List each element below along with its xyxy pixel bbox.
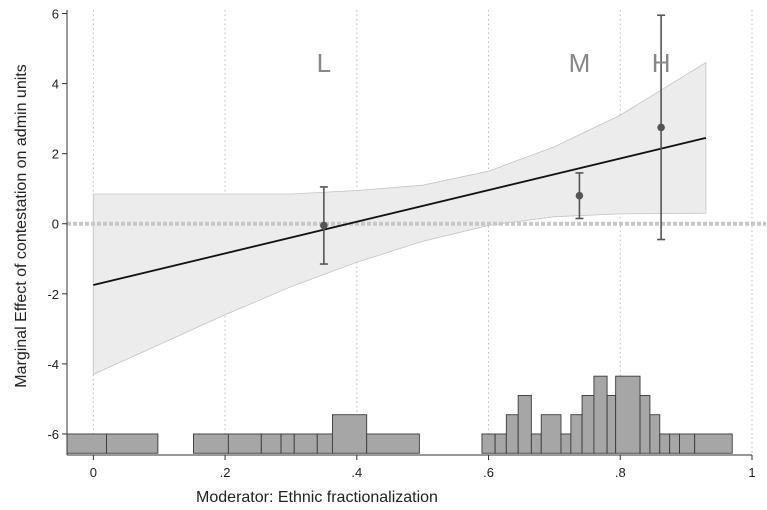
histogram-bar [366, 433, 420, 454]
histogram-bar [280, 433, 295, 454]
y-tick-label: -4 [47, 357, 59, 372]
y-tick-label: -6 [47, 427, 59, 442]
histogram-bar [679, 433, 696, 454]
x-axis-title: Moderator: Ethnic fractionalization [196, 489, 438, 506]
tercile-point-M [575, 191, 584, 200]
histogram-bar [494, 433, 507, 454]
histogram-bar [639, 394, 651, 454]
axes-layer: -6 -4 -2 0 2 4 6 0 .2 .4 .6 .8 1 [47, 7, 755, 480]
histogram-layer [66, 375, 733, 454]
y-tick-label: 0 [52, 217, 59, 232]
histogram-bar [540, 414, 562, 454]
histogram-bar [193, 433, 229, 454]
histogram-bar [659, 433, 671, 454]
histogram-bar [593, 375, 608, 454]
histogram-bar [517, 394, 532, 454]
histogram-bar [316, 433, 333, 454]
tercile-label-L: L [317, 48, 331, 78]
tercile-point-L [320, 221, 328, 230]
y-tick-label: 6 [52, 7, 59, 22]
histogram-bar [606, 394, 617, 454]
histogram-bar [106, 433, 159, 454]
histogram-bar [649, 414, 661, 454]
x-tick-label: .6 [483, 465, 494, 480]
histogram-bar [66, 433, 107, 454]
histogram-bar [581, 394, 595, 454]
histogram-bar [615, 375, 641, 454]
histogram-bar [560, 433, 572, 454]
histogram-bar [331, 414, 368, 454]
histogram-bar [570, 414, 583, 454]
x-tick-label: 1 [748, 465, 755, 480]
tercile-label-H: H [652, 48, 671, 78]
confidence-band [92, 61, 707, 376]
histogram-bar [481, 433, 496, 454]
x-tick-label: .4 [351, 465, 362, 480]
y-tick-label: 4 [52, 77, 59, 92]
marginal-effect-line [93, 137, 707, 286]
x-tick-label: .2 [220, 465, 231, 480]
y-tick-label: -2 [47, 287, 59, 302]
y-tick-label: 2 [52, 147, 59, 162]
tercile-point-H [657, 123, 665, 132]
histogram-bar [530, 433, 542, 454]
x-tick-label: .8 [615, 465, 626, 480]
y-axis-title: Marginal Effect of contestation on admin… [13, 64, 30, 387]
histogram-bar [293, 433, 318, 454]
histogram-bar [260, 433, 282, 454]
confidence-band-layer [92, 61, 707, 376]
histogram-bar [505, 414, 519, 454]
histogram-bar [669, 433, 680, 454]
tercile-label-M: M [569, 48, 591, 78]
fit-line-layer [93, 137, 707, 286]
x-tick-label: 0 [90, 465, 97, 480]
histogram-bar [227, 433, 262, 454]
histogram-bar [694, 433, 733, 454]
